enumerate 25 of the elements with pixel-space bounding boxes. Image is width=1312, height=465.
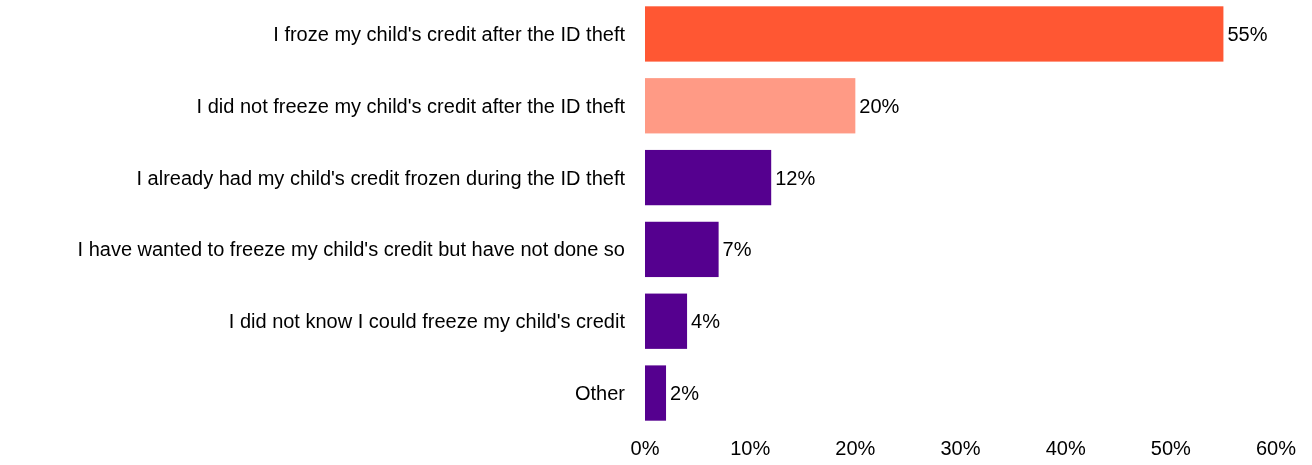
data-label: 4% — [691, 310, 721, 333]
x-tick-label: 50% — [1150, 437, 1192, 459]
bar — [645, 365, 667, 421]
data-label: 20% — [859, 94, 900, 117]
x-tick-label: 10% — [730, 437, 771, 459]
bar — [645, 78, 856, 134]
y-tick-label: I did not freeze my child's credit after the ID theft — [196, 94, 626, 117]
y-tick-label: I did not know I could freeze my child's credit — [228, 310, 626, 333]
x-tick-label: 0% — [630, 437, 660, 459]
bar — [645, 6, 1224, 62]
y-tick-label: I already had my child's credit frozen during the ID theft — [136, 166, 626, 189]
bar — [645, 149, 772, 206]
data-label: 2% — [670, 382, 700, 405]
x-tick-label: 60% — [1255, 437, 1297, 459]
x-tick-label: 20% — [835, 437, 876, 459]
y-tick-label: Other — [574, 382, 626, 405]
bar — [645, 221, 719, 278]
data-label: 7% — [722, 238, 752, 261]
x-tick-label: 30% — [940, 437, 981, 459]
data-label: 12% — [775, 166, 816, 189]
y-tick-label: I froze my child's credit after the ID theft — [273, 22, 626, 45]
bar — [645, 293, 688, 349]
data-label: 55% — [1227, 22, 1268, 45]
y-tick-label: I have wanted to freeze my child's credit but have not done so — [77, 238, 625, 261]
x-tick-label: 40% — [1045, 437, 1086, 459]
